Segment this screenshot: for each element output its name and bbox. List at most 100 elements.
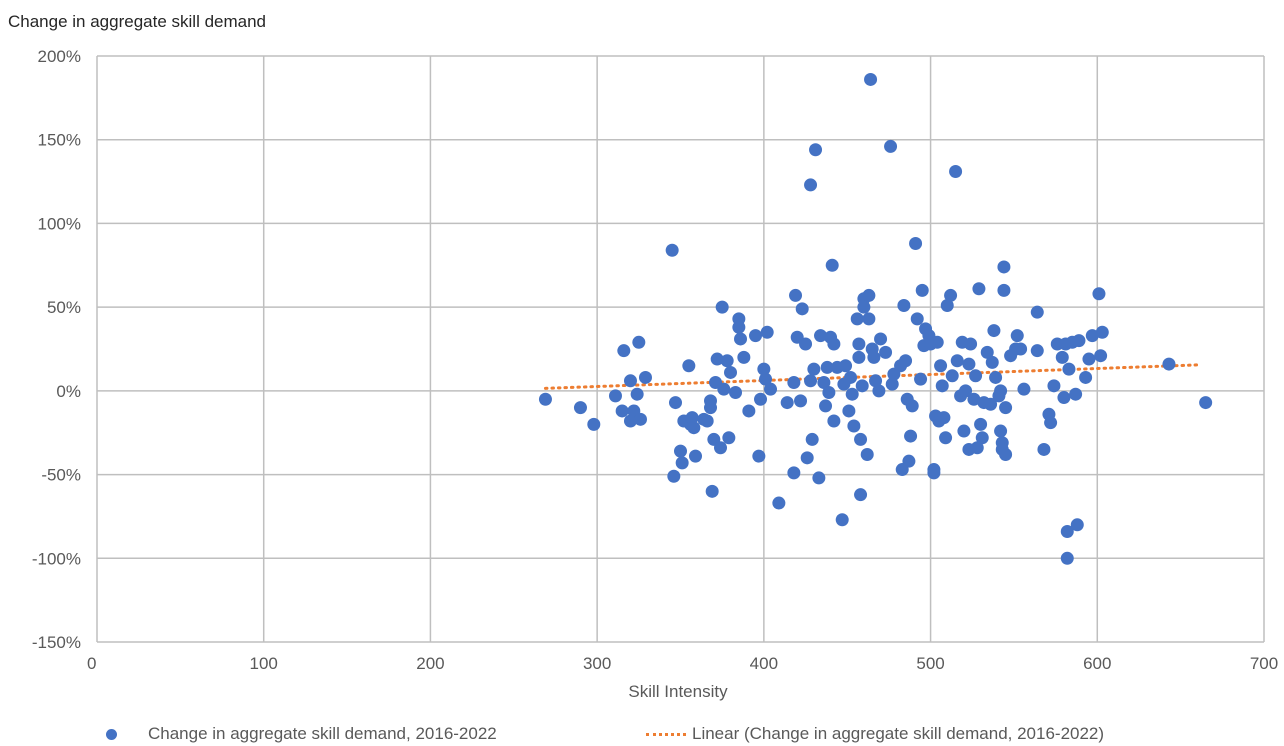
data-point <box>754 392 768 406</box>
data-point <box>787 375 801 389</box>
data-point <box>674 444 687 458</box>
data-point <box>884 139 898 153</box>
data-point <box>1162 357 1176 371</box>
data-point <box>844 370 858 384</box>
data-point <box>800 451 814 465</box>
y-tick-label: 200% <box>38 47 81 66</box>
data-point <box>827 337 841 351</box>
data-point <box>687 421 701 435</box>
data-point <box>538 392 552 406</box>
data-point <box>799 337 813 351</box>
data-point <box>994 384 1008 398</box>
data-point <box>729 386 743 400</box>
data-point <box>749 329 763 343</box>
data-point <box>682 359 696 373</box>
data-point <box>909 237 923 251</box>
data-point <box>872 384 886 398</box>
data-point <box>573 401 587 415</box>
data-point <box>862 288 876 302</box>
data-point <box>885 377 899 391</box>
data-point <box>937 411 951 425</box>
data-point <box>822 386 836 400</box>
data-point <box>1070 518 1084 532</box>
legend-marker-trendline <box>646 732 686 736</box>
data-point <box>734 332 748 346</box>
data-point <box>944 288 958 302</box>
data-point <box>809 143 823 157</box>
x-tick-label: 400 <box>750 654 778 673</box>
data-point <box>814 329 828 343</box>
data-point <box>789 288 803 302</box>
data-point <box>617 344 631 358</box>
x-tick-label: 200 <box>416 654 444 673</box>
data-point <box>757 362 771 376</box>
data-point <box>807 362 821 376</box>
data-point <box>854 432 868 446</box>
data-point <box>1057 391 1071 405</box>
data-point <box>855 379 869 393</box>
data-points <box>538 72 1213 565</box>
data-point <box>825 258 839 272</box>
data-point <box>819 399 833 413</box>
data-point <box>969 369 983 383</box>
legend: Change in aggregate skill demand, 2016-2… <box>0 724 1284 746</box>
data-point <box>970 441 984 455</box>
data-point <box>835 513 849 527</box>
data-point <box>927 463 941 477</box>
data-point <box>852 350 866 364</box>
data-point <box>780 396 794 410</box>
data-point <box>879 345 893 359</box>
data-point <box>812 471 826 485</box>
data-point <box>999 401 1013 415</box>
data-point <box>899 354 913 368</box>
data-point <box>845 387 859 401</box>
data-point <box>999 447 1013 461</box>
data-point <box>675 456 689 470</box>
data-point <box>623 374 637 388</box>
data-point <box>839 359 853 373</box>
data-point <box>864 72 878 86</box>
data-point <box>959 384 973 398</box>
data-point <box>795 302 809 316</box>
data-point <box>772 496 786 510</box>
data-point <box>902 454 916 468</box>
data-point <box>1047 379 1061 393</box>
data-point <box>705 484 719 498</box>
data-point <box>632 335 646 349</box>
data-point <box>1037 442 1051 456</box>
data-point <box>667 469 681 483</box>
data-point <box>904 429 918 443</box>
data-point <box>794 394 808 408</box>
data-point <box>957 424 971 438</box>
data-point <box>869 374 883 388</box>
data-point <box>700 414 714 428</box>
y-tick-label: 100% <box>38 214 81 233</box>
data-point <box>974 417 988 431</box>
data-point <box>685 411 699 425</box>
data-point <box>847 419 861 433</box>
data-point <box>752 449 766 463</box>
data-point <box>852 337 866 351</box>
data-point <box>1082 352 1096 366</box>
data-point <box>724 365 738 379</box>
data-point <box>760 325 774 339</box>
data-point <box>964 337 978 351</box>
data-point <box>930 335 944 349</box>
data-point <box>633 412 647 426</box>
data-point <box>980 345 994 359</box>
data-point <box>1079 370 1093 384</box>
data-point <box>827 414 841 428</box>
data-point <box>914 372 928 386</box>
legend-item-trendline: Linear (Change in aggregate skill demand… <box>646 724 1104 744</box>
data-point <box>940 298 954 312</box>
y-tick-label: 50% <box>47 298 81 317</box>
data-point <box>608 389 622 403</box>
data-point <box>804 178 818 192</box>
data-point <box>860 447 874 461</box>
x-tick-label: 100 <box>250 654 278 673</box>
tick-labels: -150% -100% -50% 0% 50% 100% 150% 200% 0 100 200 30… <box>32 47 1278 673</box>
data-point <box>737 350 751 364</box>
data-point <box>587 417 601 431</box>
legend-marker-points <box>106 728 117 740</box>
